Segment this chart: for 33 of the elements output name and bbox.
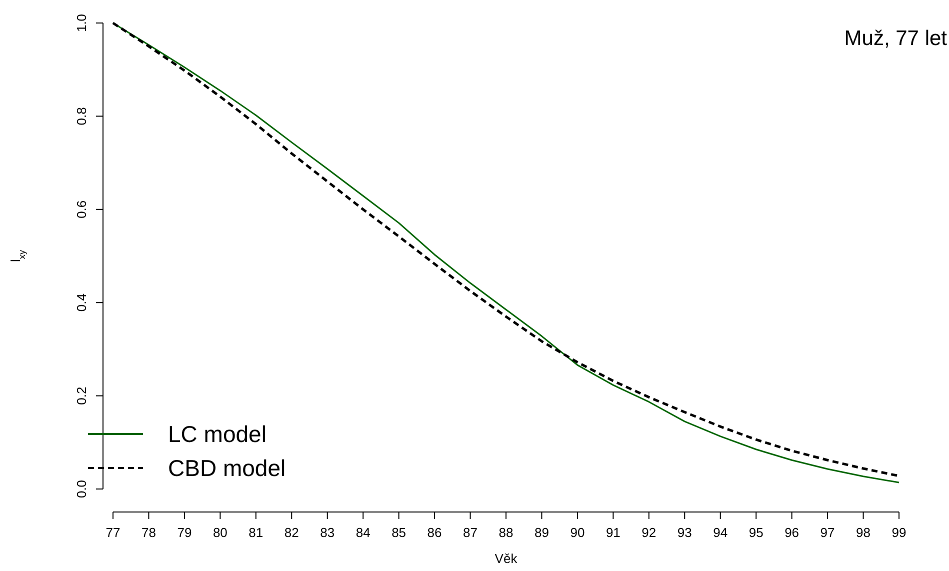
x-tick-label: 88 (498, 525, 514, 540)
x-tick-label: 81 (248, 525, 264, 540)
x-axis-title: Věk (494, 551, 518, 566)
x-tick-label: 87 (463, 525, 478, 540)
x-tick-label: 95 (748, 525, 764, 540)
y-tick-label: 0.8 (74, 107, 89, 126)
y-tick-label: 0.6 (74, 200, 89, 218)
x-tick-label: 89 (534, 525, 549, 540)
x-tick-label: 97 (820, 525, 835, 540)
annotation: Muž, 77 let (844, 27, 948, 50)
x-tick-label: 99 (892, 525, 906, 540)
y-tick-label: 0.4 (74, 294, 89, 312)
y-tick-label: 0.0 (74, 480, 89, 498)
x-tick-label: 92 (642, 525, 656, 540)
x-tick-label: 79 (177, 525, 192, 540)
x-tick-label: 84 (356, 525, 370, 540)
x-tick-label: 96 (784, 525, 800, 540)
y-tick-label: 1.0 (74, 14, 89, 32)
x-tick-label: 98 (856, 525, 871, 540)
x-tick-label: 83 (320, 525, 335, 540)
x-tick-label: 82 (284, 525, 299, 540)
x-tick-label: 86 (427, 525, 442, 540)
x-tick-label: 90 (570, 525, 585, 540)
x-tick-label: 77 (106, 525, 120, 540)
x-tick-label: 94 (713, 525, 728, 540)
x-tick-label: 85 (392, 525, 406, 540)
y-tick-label: 0.2 (74, 386, 89, 405)
x-tick-label: 91 (606, 525, 620, 540)
x-tick-label: 93 (677, 525, 692, 540)
x-tick-label: 78 (141, 525, 156, 540)
x-tick-label: 80 (212, 525, 228, 540)
legend-label: LC model (168, 421, 266, 447)
legend-label: CBD model (168, 455, 286, 481)
